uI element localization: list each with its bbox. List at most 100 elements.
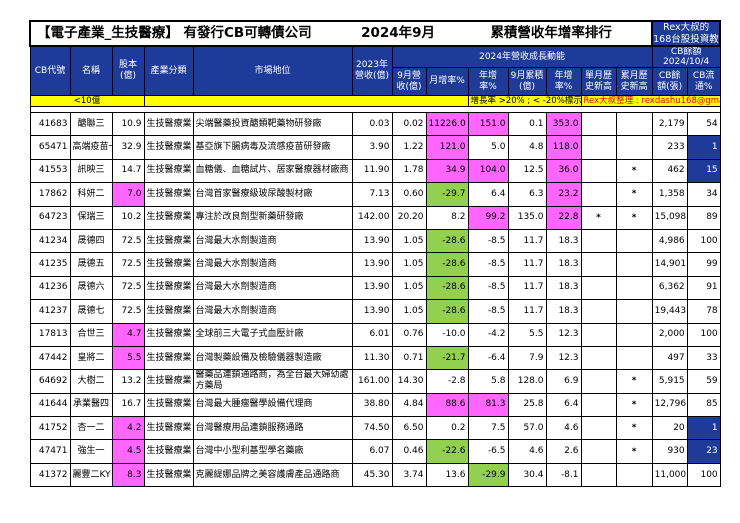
market-position: 台灣最大腫瘤醫學設備代理商 [192, 392, 353, 418]
stock-name: 強生一 [69, 439, 113, 464]
cum-yoy-rate: 6.4 [545, 392, 582, 418]
stock-name: 保瑞三 [69, 205, 113, 230]
cb-flow: 99 [686, 252, 721, 277]
cum-revenue: 11.7 [507, 252, 547, 277]
cb-balance: 15,098 [651, 205, 688, 230]
mom-rate: -28.6 [425, 252, 469, 277]
capital: 8.3 [111, 462, 145, 488]
stock-name: 訊映三 [69, 158, 113, 184]
cum-high-mark [615, 299, 653, 324]
table-row: 41234 晟德四 72.5 生技醫療業 台灣最大水劑製造商 13.90 1.05 -28.6… [29, 228, 721, 254]
market-position: 台灣最大水劑製造商 [192, 275, 353, 301]
sep-revenue: 3.74 [391, 462, 427, 488]
cum-high-mark: * [615, 416, 653, 441]
rev-2023: 13.90 [351, 299, 393, 324]
yoy-rate: -29.9 [467, 462, 509, 488]
industry: 生技醫療業 [143, 182, 194, 207]
industry: 生技醫療業 [143, 158, 194, 184]
stock-name: 大樹二 [69, 369, 113, 394]
month-high-mark [580, 345, 617, 371]
mom-rate: -29.7 [425, 182, 469, 207]
header-yoy: 年增率% [467, 67, 509, 96]
cum-high-mark [615, 462, 653, 488]
month-high-mark [580, 111, 617, 137]
month-high-mark [580, 439, 617, 464]
cum-yoy-rate: 6.9 [545, 369, 582, 394]
cum-revenue: 11.7 [507, 299, 547, 324]
sep-revenue: 1.22 [391, 135, 427, 160]
cb-flow: 34 [686, 182, 721, 207]
month-high-mark [580, 299, 617, 324]
cb-code: 41372 [29, 462, 71, 488]
cum-revenue: 128.0 [507, 369, 547, 394]
table-row: 41237 晟德七 72.5 生技醫療業 台灣最大水劑製造商 13.90 1.05 -28.6… [29, 299, 721, 324]
mom-rate: -10.0 [425, 322, 469, 347]
cum-revenue: 57.0 [507, 416, 547, 441]
cb-balance: 497 [651, 345, 688, 371]
sep-revenue: 1.78 [391, 158, 427, 184]
month-high-mark [580, 135, 617, 160]
month-high-mark [580, 462, 617, 488]
cb-balance: 930 [651, 439, 688, 464]
stock-name: 醣聯三 [69, 111, 113, 137]
title-main: 【電子產業_生技醫療】 有發行CB可轉債公司 [37, 25, 312, 41]
industry: 生技醫療業 [143, 369, 194, 394]
cb-flow: 1 [686, 416, 721, 441]
yoy-rate: 104.0 [467, 158, 509, 184]
stock-name: 合世三 [69, 322, 113, 347]
mom-rate: 0.2 [425, 416, 469, 441]
mom-rate: 34.9 [425, 158, 469, 184]
market-position: 台灣最大水劑製造商 [192, 299, 353, 324]
cum-high-mark: * [615, 158, 653, 184]
header-cum-high: 累月歷史新高 [615, 67, 653, 96]
header-rev2023: 2023年營收(億) [351, 45, 393, 96]
cum-high-mark: * [615, 439, 653, 464]
cum-revenue: 5.5 [507, 322, 547, 347]
cb-code: 41234 [29, 228, 71, 254]
header-cb-balance: CB餘額(張) [651, 67, 688, 96]
rev-2023: 6.01 [351, 322, 393, 347]
cb-balance: 6,362 [651, 275, 688, 301]
yoy-rate: 5.0 [467, 135, 509, 160]
cum-yoy-rate: 22.8 [545, 205, 582, 230]
industry: 生技醫療業 [143, 462, 194, 488]
header-cb-group: CB餘額 2024/10/4 [651, 45, 721, 68]
cb-balance: 20 [651, 416, 688, 441]
header-month-high: 單月歷史新高 [580, 67, 617, 96]
sep-revenue: 14.30 [391, 369, 427, 394]
table-row: 41752 杏一二 4.2 生技醫療業 台灣醫療用品連鎖服務通路 74.50 6.50 0.2… [29, 416, 721, 441]
stock-name: 晟德六 [69, 275, 113, 301]
market-position: 尖端醫藥投資醣類靶藥物研發廠 [192, 111, 353, 137]
legend-growth-mark: 增長率 >20% ; < -20%標示 [467, 95, 582, 107]
market-position: 台灣最大水劑製造商 [192, 228, 353, 254]
cum-revenue: 11.7 [507, 228, 547, 254]
yoy-rate: -4.2 [467, 322, 509, 347]
cum-revenue: 0.1 [507, 111, 547, 137]
industry: 生技醫療業 [143, 111, 194, 137]
market-position: 克麗緹娜品牌之美容護膚產品通路商 [192, 462, 353, 488]
stock-name: 晟德四 [69, 228, 113, 254]
stock-name: 高端疫苗一 [69, 135, 113, 160]
rev-2023: 13.90 [351, 252, 393, 277]
yoy-rate: -8.5 [467, 275, 509, 301]
mom-rate: 8.2 [425, 205, 469, 230]
yoy-rate: 5.8 [467, 369, 509, 394]
cum-high-mark [615, 111, 653, 137]
sep-revenue: 1.05 [391, 228, 427, 254]
cb-flow: 33 [686, 345, 721, 371]
cum-high-mark [615, 228, 653, 254]
month-high-mark [580, 392, 617, 418]
capital: 72.5 [111, 275, 145, 301]
cb-flow: 78 [686, 299, 721, 324]
sheet-title: 【電子產業_生技醫療】 有發行CB可轉債公司 2024年9月 累積營收年增率排行 [28, 20, 654, 47]
table-row: 64723 保瑞三 10.2 生技醫療業 專注於改良劑型新藥研發廠 142.00 20.20… [29, 205, 721, 230]
cum-revenue: 30.4 [507, 462, 547, 488]
cb-flow: 100 [686, 228, 721, 254]
rev-2023: 7.13 [351, 182, 393, 207]
cum-yoy-rate: 2.6 [545, 439, 582, 464]
market-position: 台灣製藥設備及檢驗儀器製造廠 [192, 345, 353, 371]
legend-credit: Rex大叔整理 : rexdashu168@gmail.com [580, 95, 721, 107]
yoy-rate: 151.0 [467, 111, 509, 137]
cum-revenue: 6.3 [507, 182, 547, 207]
stock-name: 杏一二 [69, 416, 113, 441]
